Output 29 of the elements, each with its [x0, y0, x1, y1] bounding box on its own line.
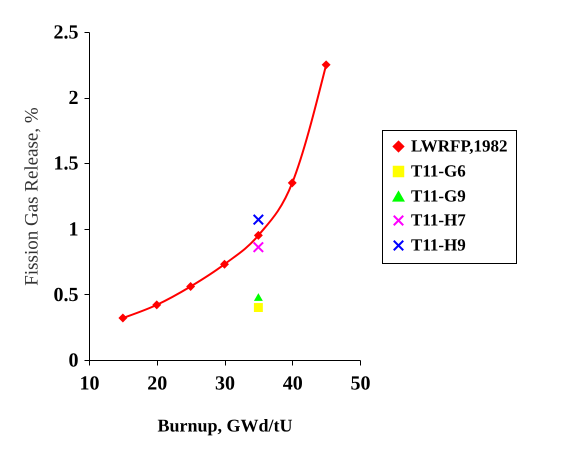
x-axis-title: Burnup, GWd/tU	[157, 416, 293, 436]
legend-label: LWRFP,1982	[411, 136, 508, 156]
y-tick-label: 1.5	[54, 152, 78, 175]
x-tick-label: 30	[215, 372, 235, 394]
point	[252, 241, 264, 253]
point	[254, 303, 263, 312]
point	[288, 178, 297, 188]
point	[254, 293, 263, 301]
legend-label: T11-G9	[411, 186, 466, 206]
point	[186, 282, 196, 291]
point	[118, 314, 128, 322]
point	[254, 230, 263, 240]
y-tick-label: 0.5	[54, 284, 78, 306]
y-tick-label: 2.5	[54, 22, 78, 44]
point	[220, 260, 229, 269]
x-tick-label: 50	[350, 372, 370, 394]
x-tick-label: 40	[282, 372, 303, 394]
legend-label: T11-H7	[411, 210, 466, 230]
y-tick-label: 0	[68, 350, 78, 372]
x-tick-label: 10	[80, 372, 100, 394]
point	[152, 300, 162, 310]
y-tick-label: 1	[68, 218, 78, 240]
legend-label: T11-H9	[411, 236, 466, 254]
y-axis-title: Fission Gas Release, %	[22, 107, 42, 286]
point	[322, 60, 331, 70]
y-tick-label: 2	[68, 87, 78, 110]
point	[252, 214, 264, 226]
legend-label: T11-G6	[411, 162, 466, 180]
x-tick-label: 20	[147, 372, 168, 394]
